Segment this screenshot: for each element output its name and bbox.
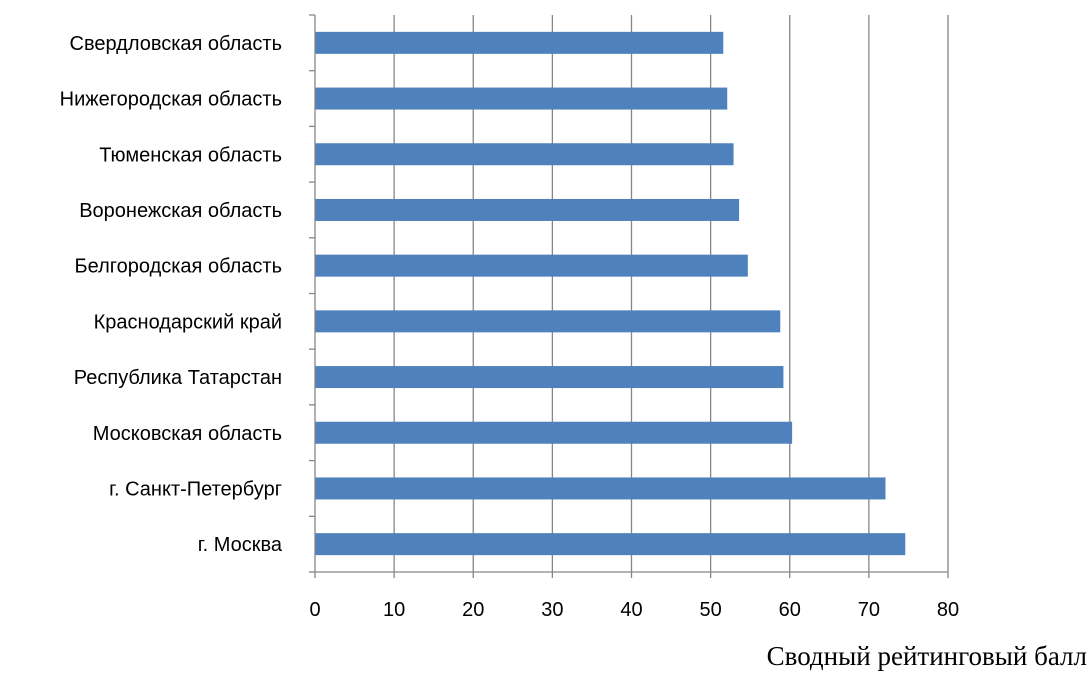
x-axis-title: Сводный рейтинговый балл xyxy=(767,641,1087,671)
category-label: Республика Татарстан xyxy=(74,367,282,389)
value-tick-labels: 0 10 20 30 40 50 60 70 80 xyxy=(309,599,959,621)
category-label: Тюменская область xyxy=(99,144,282,166)
x-tick-label: 50 xyxy=(700,599,722,621)
bar xyxy=(315,366,784,389)
category-label: Воронежская область xyxy=(79,200,282,222)
category-label: Краснодарский край xyxy=(94,311,282,333)
bar xyxy=(315,477,886,500)
bar xyxy=(315,143,734,166)
bar xyxy=(315,87,728,110)
category-label: г. Москва xyxy=(198,534,283,556)
bar xyxy=(315,31,724,54)
bar xyxy=(315,421,793,444)
category-label: Белгородская область xyxy=(75,256,282,278)
bar xyxy=(315,310,781,333)
category-labels: г. Москва г. Санкт-Петербург Московская об… xyxy=(60,33,283,556)
category-label: Нижегородская область xyxy=(60,89,282,111)
bars xyxy=(315,31,906,556)
x-tick-label: 10 xyxy=(383,599,405,621)
x-tick-label: 80 xyxy=(937,599,959,621)
category-label: Московская область xyxy=(93,423,282,445)
bar xyxy=(315,254,748,277)
x-tick-label: 20 xyxy=(462,599,484,621)
category-label: Свердловская область xyxy=(70,33,282,55)
x-tick-label: 40 xyxy=(620,599,642,621)
x-tick-label: 30 xyxy=(541,599,563,621)
bar xyxy=(315,533,906,556)
x-tick-label: 60 xyxy=(779,599,801,621)
category-label: г. Санкт-Петербург xyxy=(109,478,282,500)
axes xyxy=(309,14,949,578)
x-tick-label: 70 xyxy=(858,599,880,621)
x-tick-label: 0 xyxy=(309,599,320,621)
bar xyxy=(315,198,740,221)
